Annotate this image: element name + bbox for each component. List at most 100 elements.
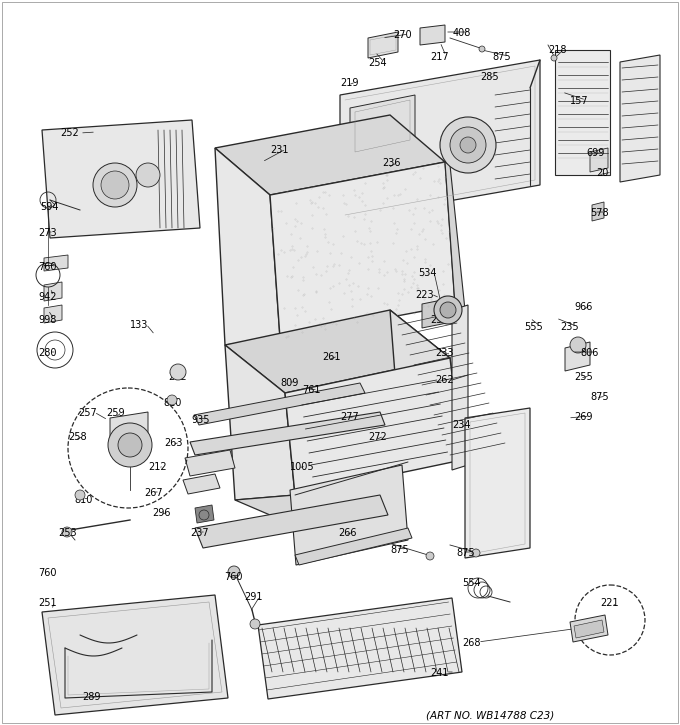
Polygon shape xyxy=(44,305,62,323)
Text: 875: 875 xyxy=(590,392,609,402)
Circle shape xyxy=(118,433,142,457)
Text: 157: 157 xyxy=(570,96,589,106)
Polygon shape xyxy=(592,202,604,221)
Circle shape xyxy=(75,490,85,500)
Text: 942: 942 xyxy=(38,292,56,302)
Text: 254: 254 xyxy=(368,58,387,68)
Text: 282: 282 xyxy=(168,372,186,382)
Polygon shape xyxy=(183,474,220,494)
Polygon shape xyxy=(295,528,412,565)
Text: 875: 875 xyxy=(456,548,475,558)
Polygon shape xyxy=(194,383,365,425)
Polygon shape xyxy=(555,50,610,175)
Polygon shape xyxy=(44,282,62,301)
Polygon shape xyxy=(368,32,398,58)
Text: 760: 760 xyxy=(224,572,243,582)
Polygon shape xyxy=(195,505,214,523)
Text: 261: 261 xyxy=(322,352,341,362)
Text: 289: 289 xyxy=(82,692,101,702)
Text: 594: 594 xyxy=(40,202,58,212)
Text: 291: 291 xyxy=(244,592,262,602)
Polygon shape xyxy=(574,620,604,638)
Text: 1005: 1005 xyxy=(290,462,315,472)
Text: 554: 554 xyxy=(462,578,481,588)
Circle shape xyxy=(199,510,209,520)
Polygon shape xyxy=(465,408,530,558)
Text: 810: 810 xyxy=(163,398,182,408)
Text: 267: 267 xyxy=(144,488,163,498)
Text: 218: 218 xyxy=(548,45,566,55)
Circle shape xyxy=(426,552,434,560)
Text: 241: 241 xyxy=(430,668,449,678)
Text: 232: 232 xyxy=(430,315,449,325)
Circle shape xyxy=(440,117,496,173)
Text: (ART NO. WB14788 C23): (ART NO. WB14788 C23) xyxy=(426,710,554,720)
Text: 699: 699 xyxy=(586,148,605,158)
Circle shape xyxy=(170,364,186,380)
Polygon shape xyxy=(235,495,400,545)
Text: 263: 263 xyxy=(164,438,182,448)
Polygon shape xyxy=(215,115,445,195)
Polygon shape xyxy=(445,162,465,310)
Polygon shape xyxy=(225,345,295,500)
Text: 875: 875 xyxy=(390,545,409,555)
Text: 253: 253 xyxy=(58,528,77,538)
Text: 280: 280 xyxy=(38,348,56,358)
Text: 234: 234 xyxy=(452,420,471,430)
Polygon shape xyxy=(420,25,445,45)
Text: 809: 809 xyxy=(280,378,299,388)
Polygon shape xyxy=(190,412,385,455)
Text: 875: 875 xyxy=(492,52,511,62)
Text: 20: 20 xyxy=(596,168,609,178)
Text: 257: 257 xyxy=(78,408,97,418)
Text: 269: 269 xyxy=(574,412,592,422)
Circle shape xyxy=(551,55,557,61)
Polygon shape xyxy=(215,148,280,345)
Text: 810: 810 xyxy=(74,495,92,505)
Circle shape xyxy=(108,423,152,467)
Text: 233: 233 xyxy=(435,348,454,358)
Text: 935: 935 xyxy=(191,415,209,425)
Polygon shape xyxy=(290,465,408,565)
Text: 217: 217 xyxy=(430,52,449,62)
Polygon shape xyxy=(270,162,455,338)
Circle shape xyxy=(570,337,586,353)
Circle shape xyxy=(228,566,240,578)
Polygon shape xyxy=(44,255,68,271)
Circle shape xyxy=(62,527,72,537)
Polygon shape xyxy=(350,95,415,158)
Polygon shape xyxy=(285,358,462,495)
Text: 760: 760 xyxy=(38,262,56,272)
Text: 277: 277 xyxy=(340,412,359,422)
Polygon shape xyxy=(42,595,228,715)
Text: 251: 251 xyxy=(38,598,56,608)
Text: 231: 231 xyxy=(270,145,288,155)
Polygon shape xyxy=(565,342,590,371)
Text: 760: 760 xyxy=(38,568,56,578)
Text: 578: 578 xyxy=(590,208,609,218)
Text: 219: 219 xyxy=(340,78,358,88)
Circle shape xyxy=(450,127,486,163)
Text: 266: 266 xyxy=(338,528,356,538)
Circle shape xyxy=(101,171,129,199)
Text: 534: 534 xyxy=(418,268,437,278)
Text: 966: 966 xyxy=(574,302,592,312)
Text: 236: 236 xyxy=(382,158,401,168)
Text: 258: 258 xyxy=(68,432,86,442)
Text: 998: 998 xyxy=(38,315,56,325)
Polygon shape xyxy=(258,598,462,699)
Polygon shape xyxy=(570,615,608,642)
Circle shape xyxy=(434,296,462,324)
Circle shape xyxy=(250,619,260,629)
Text: 761: 761 xyxy=(302,385,320,395)
Text: 555: 555 xyxy=(524,322,543,332)
Text: 221: 221 xyxy=(600,598,619,608)
Text: 268: 268 xyxy=(462,638,481,648)
Text: 235: 235 xyxy=(560,322,579,332)
Text: 223: 223 xyxy=(415,290,434,300)
Text: 212: 212 xyxy=(148,462,167,472)
Polygon shape xyxy=(110,412,148,441)
Text: 262: 262 xyxy=(435,375,454,385)
Circle shape xyxy=(167,395,177,405)
Polygon shape xyxy=(195,495,388,548)
